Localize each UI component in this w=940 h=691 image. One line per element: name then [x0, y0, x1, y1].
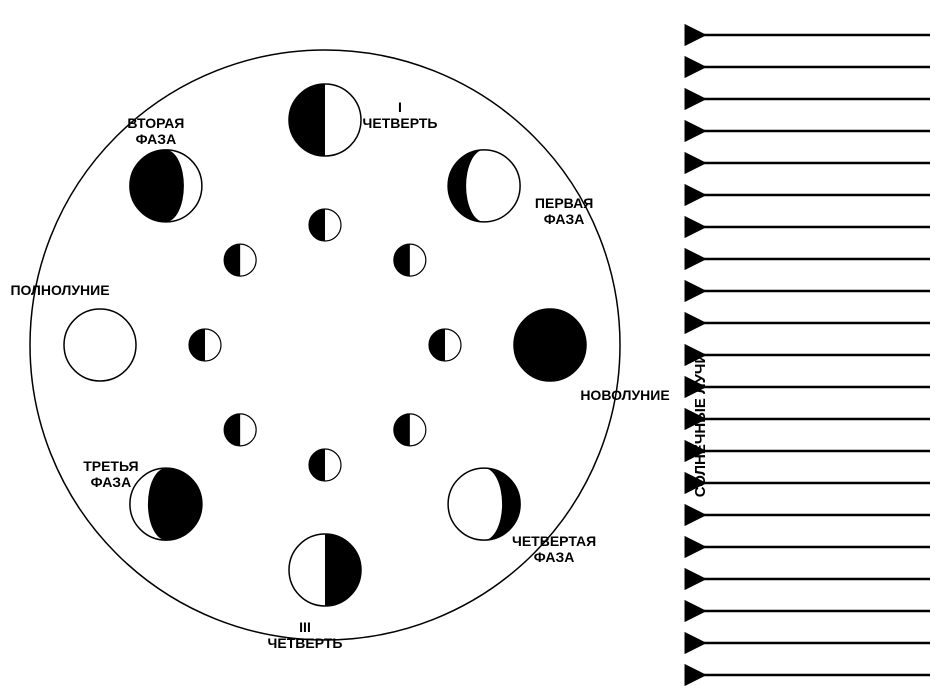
sun-rays-label: СОЛНЕЧНЫЕ ЛУЧИ [692, 353, 709, 498]
diagram-svg [0, 0, 940, 691]
phase-label-0: НОВОЛУНИЕ [580, 387, 669, 403]
moon-phases-diagram: НОВОЛУНИЕ ПЕРВАЯ ФАЗА I ЧЕТВЕРТЬ ВТОРАЯ ФАЗ… [0, 0, 940, 691]
phase-label-7: ЧЕТВЕРТАЯ ФАЗА [512, 533, 596, 565]
phase-label-4: ПОЛНОЛУНИЕ [10, 282, 109, 298]
phase-label-3: ВТОРАЯ ФАЗА [127, 115, 184, 147]
phase-label-2: I ЧЕТВЕРТЬ [363, 99, 438, 131]
phase-label-5: ТРЕТЬЯ ФАЗА [83, 458, 138, 490]
sun-rays [700, 35, 930, 675]
phase-label-1: ПЕРВАЯ ФАЗА [535, 195, 593, 227]
phase-label-6: III ЧЕТВЕРТЬ [268, 619, 343, 651]
